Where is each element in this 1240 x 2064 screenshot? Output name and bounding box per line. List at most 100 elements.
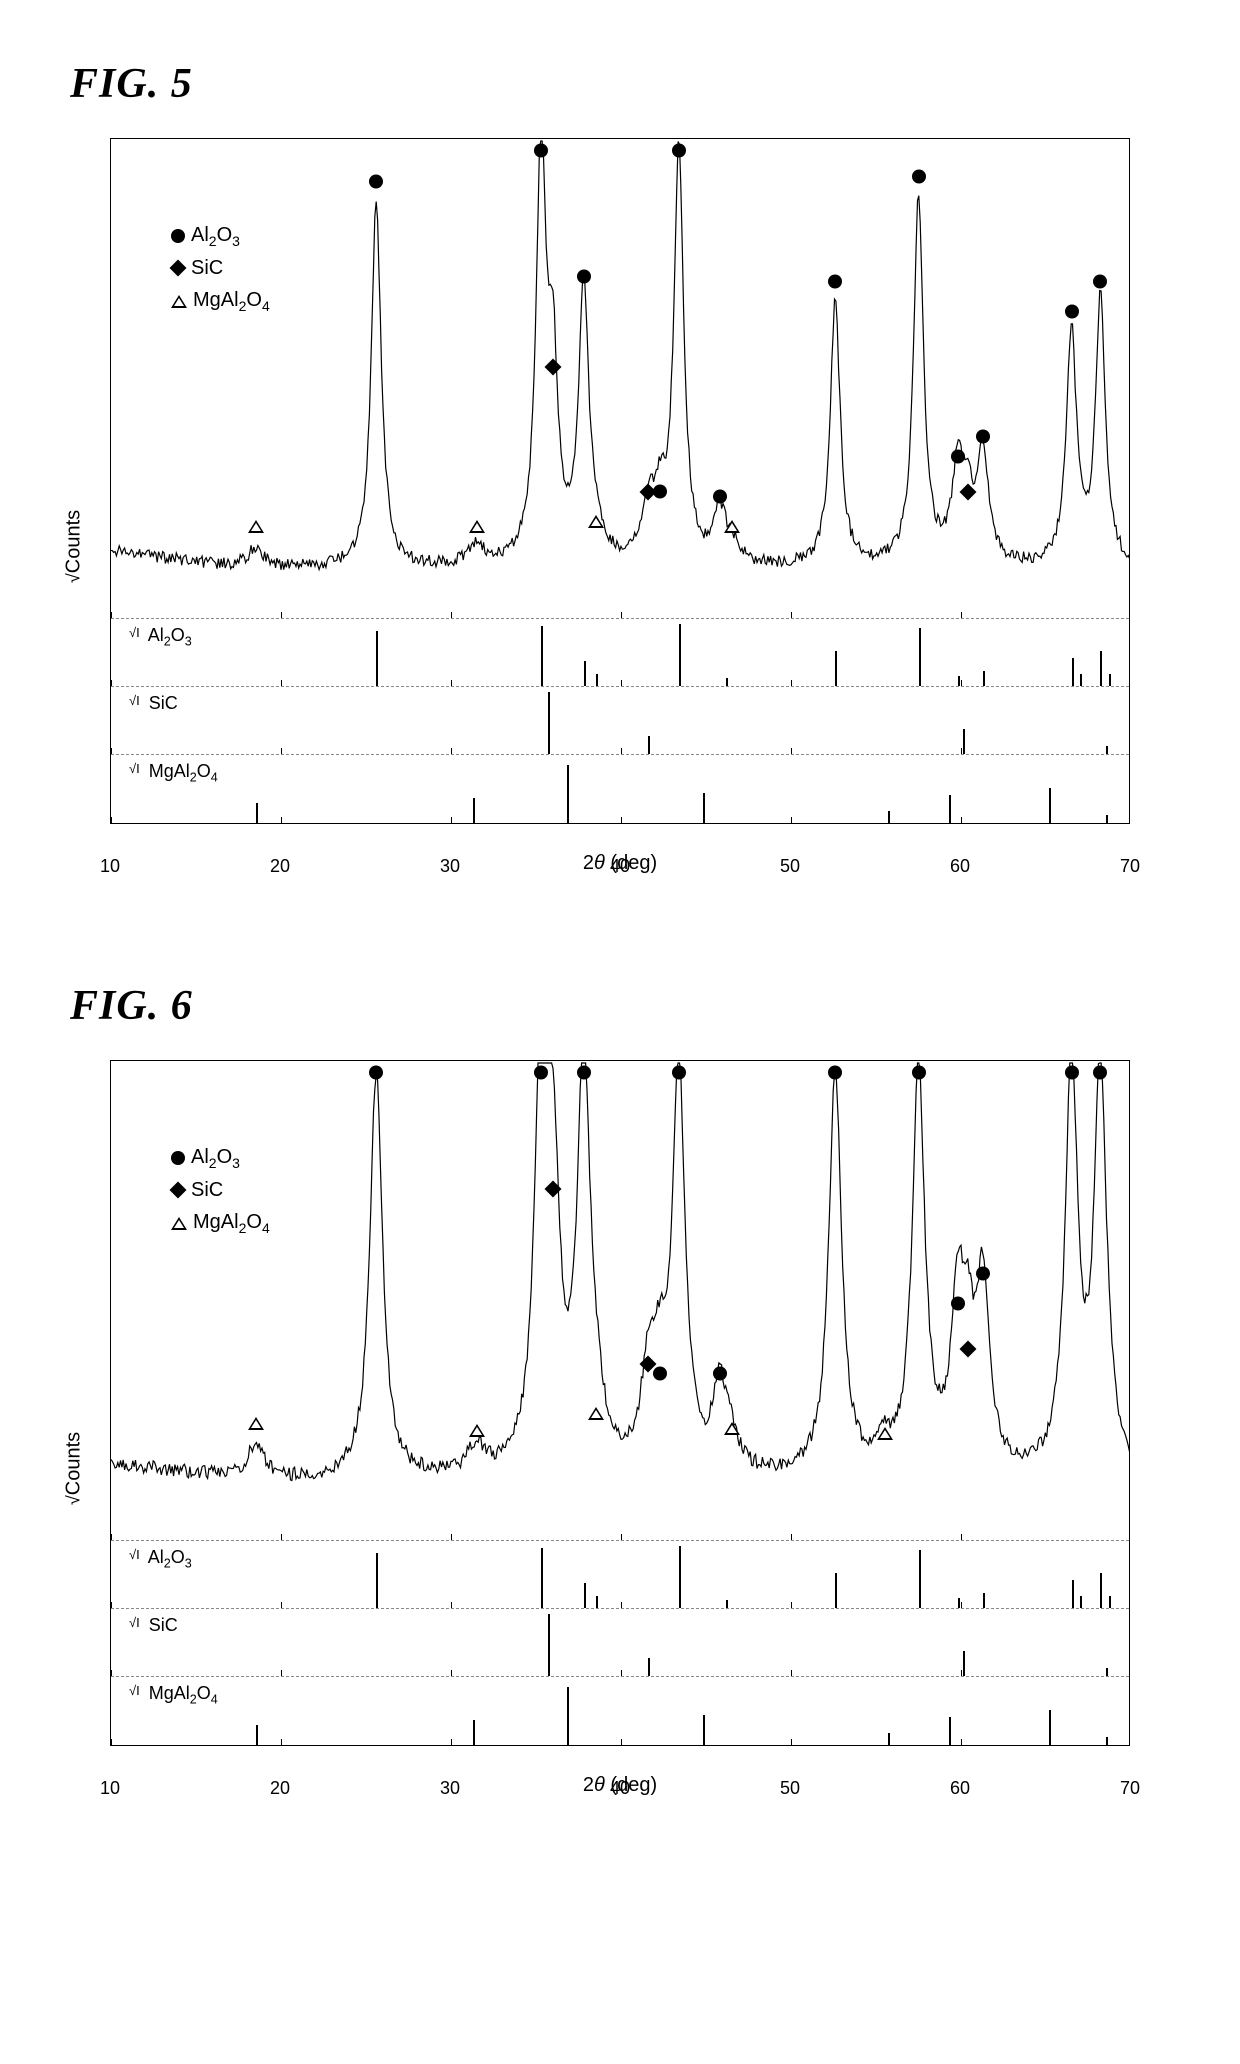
reference-peak-line xyxy=(548,692,550,754)
x-tick-label: 40 xyxy=(610,856,630,877)
peak-marker xyxy=(588,1407,604,1425)
peak-marker xyxy=(961,485,975,503)
x-tick-label: 50 xyxy=(780,856,800,877)
reference-peak-line xyxy=(983,1593,985,1608)
reference-peak-line xyxy=(1049,788,1051,823)
reference-peak-line xyxy=(1106,815,1108,823)
peak-marker xyxy=(653,485,667,504)
reference-peak-line xyxy=(596,1596,598,1608)
reference-peak-line xyxy=(648,736,650,754)
peak-marker xyxy=(976,430,990,449)
x-tick-label: 20 xyxy=(270,856,290,877)
legend: Al2O3SiCMgAl2O4 xyxy=(171,1141,270,1240)
reference-peak-line xyxy=(473,798,475,823)
peak-marker xyxy=(534,144,548,163)
peak-marker xyxy=(1065,305,1079,324)
reference-peak-line xyxy=(567,765,569,823)
reference-peak-line xyxy=(548,1614,550,1676)
legend-item: SiC xyxy=(171,1174,270,1206)
reference-panel: √I SiC xyxy=(111,687,1129,755)
reference-peak-line xyxy=(596,674,598,686)
peak-marker xyxy=(546,1182,560,1200)
x-axis: 102030405060702θ (deg) xyxy=(110,852,1130,902)
legend-item: Al2O3 xyxy=(171,219,270,252)
peak-marker xyxy=(724,520,740,538)
reference-peak-line xyxy=(1106,746,1108,754)
y-axis-label: √Counts xyxy=(63,1432,86,1505)
reference-peak-line xyxy=(703,793,705,823)
x-tick-label: 70 xyxy=(1120,1778,1140,1799)
peak-marker xyxy=(1093,275,1107,294)
x-tick-label: 20 xyxy=(270,1778,290,1799)
peak-marker xyxy=(672,1066,686,1085)
peak-marker xyxy=(713,1367,727,1386)
reference-peak-line xyxy=(584,661,586,686)
xrd-main-panel: Al2O3SiCMgAl2O4 xyxy=(111,1061,1129,1541)
peak-marker xyxy=(369,1066,383,1085)
reference-peak-line xyxy=(1080,1596,1082,1608)
reference-peak-line xyxy=(963,1651,965,1676)
reference-peak-line xyxy=(888,811,890,823)
reference-peak-line xyxy=(256,1725,258,1745)
peak-marker xyxy=(713,490,727,509)
peak-marker xyxy=(976,1267,990,1286)
peak-marker xyxy=(912,1066,926,1085)
xrd-main-panel: Al2O3SiCMgAl2O4 xyxy=(111,139,1129,619)
legend-item: SiC xyxy=(171,252,270,284)
x-tick-label: 40 xyxy=(610,1778,630,1799)
reference-peak-line xyxy=(679,1546,681,1608)
reference-peak-line xyxy=(584,1583,586,1608)
peak-marker xyxy=(546,360,560,378)
reference-peak-line xyxy=(376,631,378,686)
reference-peak-line xyxy=(949,1717,951,1745)
reference-peak-line xyxy=(541,626,543,686)
peak-marker xyxy=(877,1427,893,1445)
reference-label: √I MgAl2O4 xyxy=(129,761,218,785)
legend-item: MgAl2O4 xyxy=(171,284,270,317)
reference-panel: √I Al2O3 xyxy=(111,619,1129,687)
peak-marker xyxy=(577,1066,591,1085)
reference-peak-line xyxy=(963,729,965,754)
reference-peak-line xyxy=(958,676,960,686)
reference-label: √I SiC xyxy=(129,693,178,714)
x-tick-label: 60 xyxy=(950,856,970,877)
peak-marker xyxy=(469,1424,485,1442)
reference-peak-line xyxy=(679,624,681,686)
figure-title: FIG. 5 xyxy=(70,60,1180,108)
reference-label: √I SiC xyxy=(129,1615,178,1636)
peak-marker xyxy=(1065,1066,1079,1085)
peak-marker xyxy=(951,450,965,469)
chart-wrapper: √CountsAl2O3SiCMgAl2O4√I Al2O3√I SiC√I M… xyxy=(110,138,1130,902)
reference-peak-line xyxy=(1049,1710,1051,1745)
peak-marker xyxy=(951,1297,965,1316)
reference-peak-line xyxy=(648,1658,650,1676)
reference-panel: √I Al2O3 xyxy=(111,1541,1129,1609)
reference-peak-line xyxy=(703,1715,705,1745)
reference-peak-line xyxy=(473,1720,475,1745)
legend: Al2O3SiCMgAl2O4 xyxy=(171,219,270,318)
peak-marker xyxy=(369,175,383,194)
peak-marker xyxy=(672,144,686,163)
reference-peak-line xyxy=(1100,651,1102,686)
chart-wrapper: √CountsAl2O3SiCMgAl2O4√I Al2O3√I SiC√I M… xyxy=(110,1060,1130,1824)
x-tick-label: 10 xyxy=(100,856,120,877)
peak-marker xyxy=(577,270,591,289)
y-axis-label: √Counts xyxy=(63,510,86,583)
reference-peak-line xyxy=(835,1573,837,1608)
reference-peak-line xyxy=(376,1553,378,1608)
legend-item: Al2O3 xyxy=(171,1141,270,1174)
x-tick-label: 50 xyxy=(780,1778,800,1799)
reference-peak-line xyxy=(949,795,951,823)
peak-marker xyxy=(828,1066,842,1085)
x-tick-label: 70 xyxy=(1120,856,1140,877)
peak-marker xyxy=(653,1367,667,1386)
x-axis: 102030405060702θ (deg) xyxy=(110,1774,1130,1824)
reference-peak-line xyxy=(1109,1596,1111,1608)
peak-marker xyxy=(828,275,842,294)
reference-label: √I Al2O3 xyxy=(129,625,192,649)
reference-peak-line xyxy=(541,1548,543,1608)
reference-peak-line xyxy=(726,678,728,686)
reference-label: √I MgAl2O4 xyxy=(129,1683,218,1707)
reference-peak-line xyxy=(919,628,921,686)
reference-panel: √I MgAl2O4 xyxy=(111,755,1129,823)
